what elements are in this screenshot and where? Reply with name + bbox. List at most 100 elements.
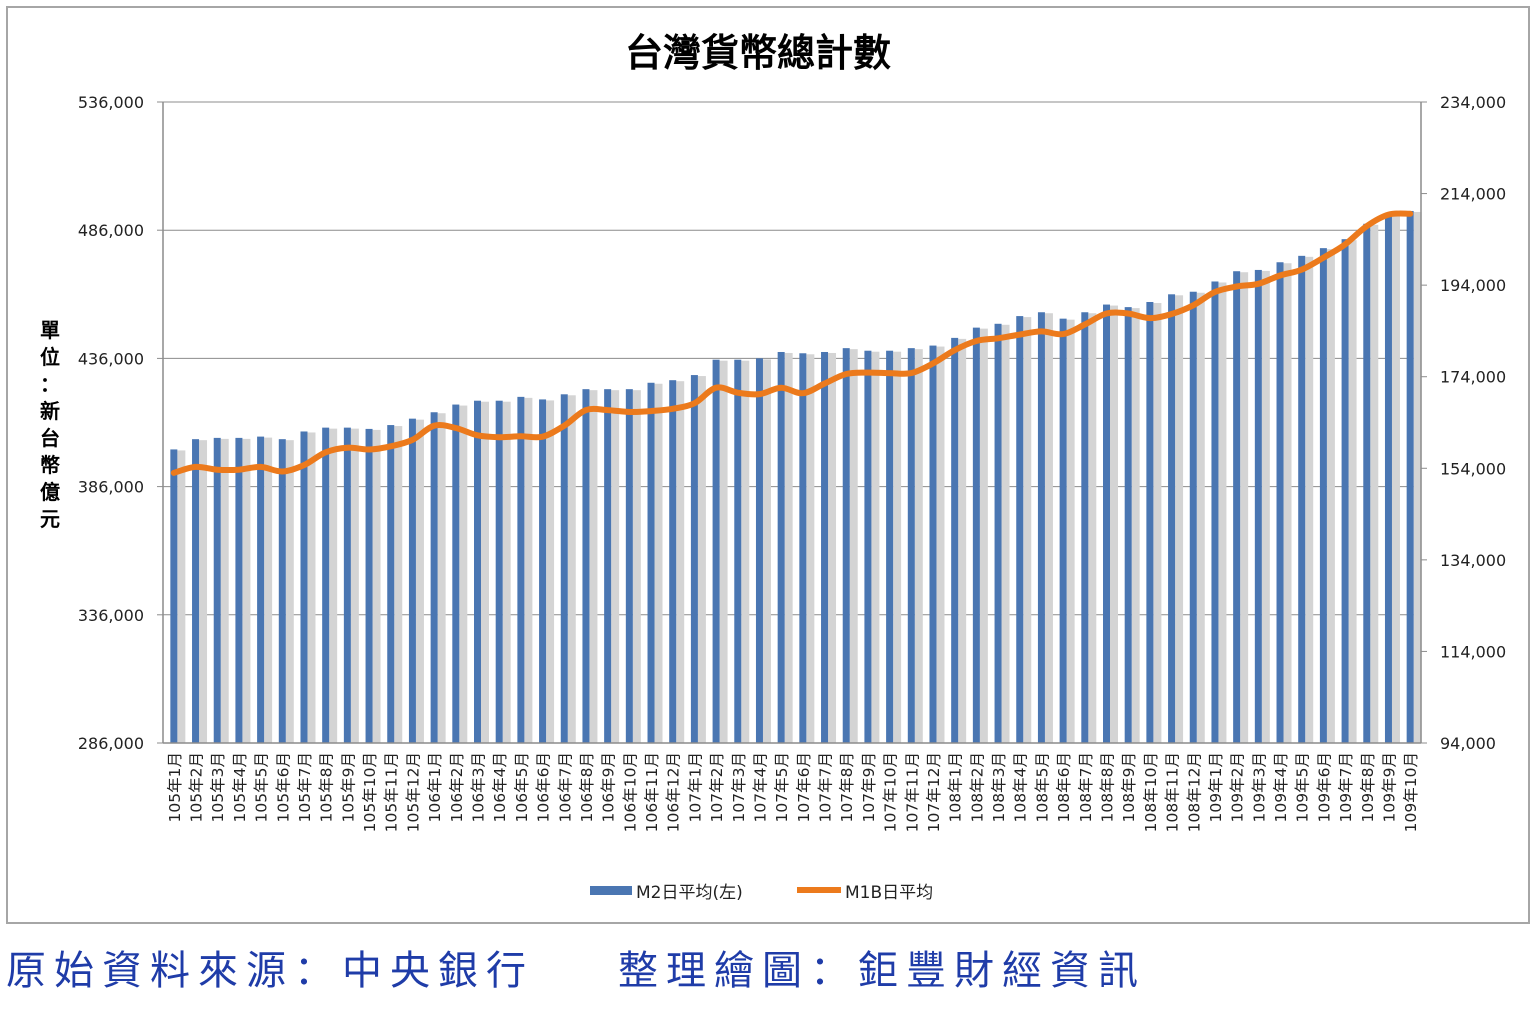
bar-shadow [459,405,468,743]
x-tick-label: 107年10月 [882,752,900,832]
right-tick-label: 194,000 [1440,276,1506,295]
bar [560,394,568,743]
y-axis-title-char: 億 [40,480,60,504]
bar-shadow [1196,292,1205,743]
x-tick-label: 108年2月 [968,752,986,822]
bar-shadow [871,351,880,743]
bar-shadow [285,440,294,743]
x-tick-label: 107年11月 [903,752,921,832]
footer: 原始資料來源：中央銀行 整理繪圖：鉅豐財經資訊 [6,938,1206,998]
x-tick-label: 106年12月 [665,752,683,832]
x-tick-label: 108年12月 [1185,752,1203,832]
bar-shadow [1023,317,1032,743]
bar [1189,291,1197,743]
bar-shadow [220,438,229,743]
bar-shadow [177,450,186,743]
x-tick-label: 106年7月 [556,752,574,822]
x-tick-label: 105年4月 [231,752,249,822]
bar [864,350,872,743]
left-tick-label: 336,000 [78,606,144,625]
bar-shadow [329,428,338,743]
bar [213,437,221,743]
bar-shadow [914,349,923,743]
x-tick-label: 109年9月 [1380,752,1398,822]
x-tick-label: 106年4月 [491,752,509,822]
left-tick-label: 286,000 [78,734,144,753]
bar-shadow [1305,256,1314,743]
bar-shadow [1413,211,1422,744]
bar-shadow [199,440,208,743]
bar-shadow [632,390,641,743]
bar [625,389,633,743]
bar [929,345,937,743]
bar [257,436,265,743]
x-tick-label: 108年7月 [1077,752,1095,822]
chart-maker-note: 整理繪圖：鉅豐財經資訊 [618,948,1146,994]
x-tick-label: 107年7月 [817,752,835,822]
x-tick-label: 107年2月 [708,752,726,822]
bar-shadow [719,360,728,743]
bar-shadow [654,383,663,743]
x-tick-label: 106年10月 [621,752,639,832]
bar [1384,213,1392,743]
legend-swatch-m2 [590,886,632,895]
y-axis-title-char: 元 [40,507,60,531]
bar-shadow [264,437,273,743]
bar [1081,312,1089,743]
x-tick-label: 105年3月 [209,752,227,822]
x-tick-label: 106年3月 [470,752,488,822]
left-tick-label: 536,000 [78,93,144,112]
bar [669,380,677,743]
bar [712,359,720,743]
bar [278,439,286,743]
bar-shadow [437,413,446,743]
bar [582,389,590,743]
bar [452,404,460,743]
bar-shadow [806,354,815,743]
bar-shadow [524,397,533,743]
bar [734,359,742,743]
bar-shadow [546,400,555,743]
right-tick-label: 174,000 [1440,368,1506,387]
bar-shadow [589,390,598,743]
bar-shadow [1261,270,1270,743]
bar [474,400,481,743]
x-tick-label: 109年7月 [1337,752,1355,822]
x-tick-label: 106年6月 [535,752,553,822]
right-tick-label: 134,000 [1440,551,1506,570]
x-tick-label: 106年2月 [448,752,466,822]
bar [343,427,351,743]
bar-shadow [762,359,771,743]
bar [1319,248,1327,743]
x-tick-label: 109年5月 [1294,752,1312,822]
bar [907,348,915,743]
x-tick-label: 109年10月 [1402,752,1420,832]
bar-shadow [1110,305,1118,743]
right-tick-label: 214,000 [1440,185,1506,204]
x-tick-label: 105年12月 [404,752,422,832]
x-tick-label: 106年5月 [513,752,531,822]
bar [192,439,200,743]
x-tick-label: 105年11月 [383,752,401,832]
x-tick-label: 107年8月 [838,752,856,822]
bar-shadow [1326,249,1335,743]
bar-shadow [415,419,424,743]
legend-label-m1b: M1B日平均 [845,883,933,903]
x-tick-label: 105年7月 [296,752,314,822]
bar [517,396,525,743]
bar [690,375,698,743]
x-tick-label: 108年5月 [1033,752,1051,822]
bar-shadow [893,351,902,743]
left-axis-ticks: 536,000 486,000 436,000 386,000 336,000 286,0… [78,93,163,753]
y-axis-title-char: 幣 [40,453,60,477]
x-tick-label: 105年1月 [166,752,184,822]
bar [1341,239,1349,743]
bar [1016,316,1024,743]
x-tick-label: 105年5月 [253,752,271,822]
bar [951,337,959,743]
x-tick-label: 107年1月 [686,752,704,822]
x-tick-label: 107年9月 [860,752,878,822]
x-tick-label: 105年6月 [274,752,292,822]
